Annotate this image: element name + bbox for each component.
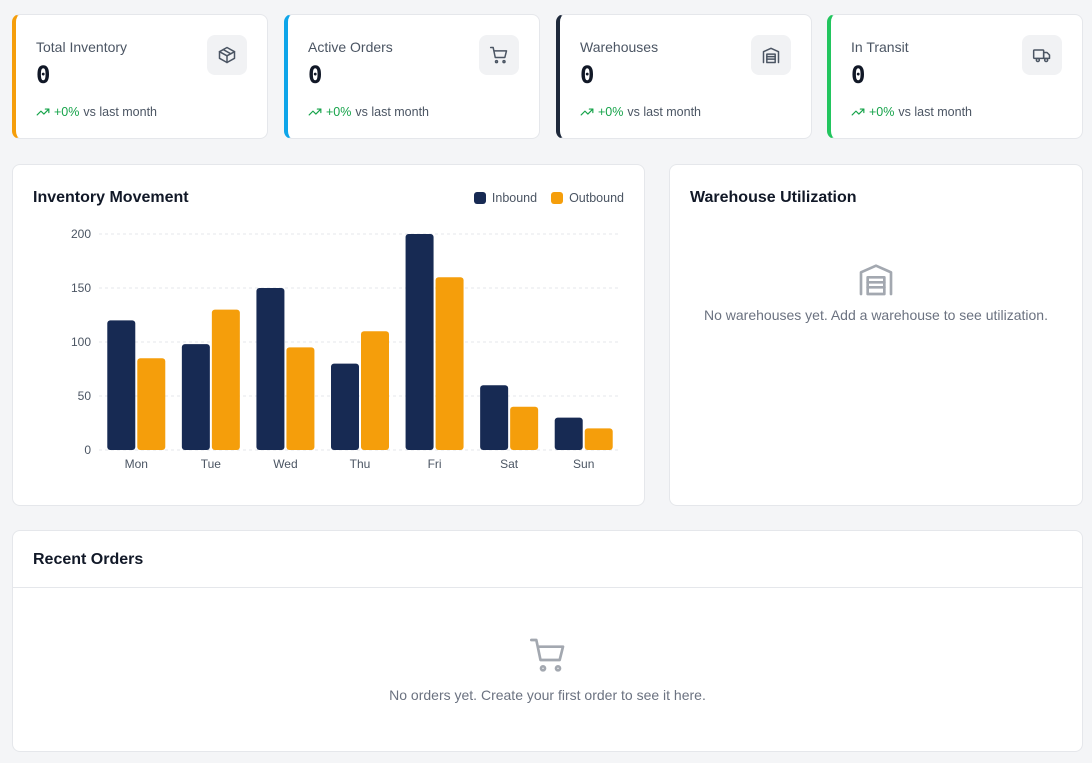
chart-legend: Inbound Outbound xyxy=(473,191,624,205)
empty-state-text: No orders yet. Create your first order t… xyxy=(389,687,706,703)
stat-card-warehouses: Warehouses 0 +0% vs last month xyxy=(556,14,812,139)
stat-value: 0 xyxy=(36,61,51,89)
panel-title: Inventory Movement xyxy=(33,189,189,206)
stat-trend: +0% vs last month xyxy=(851,105,972,119)
x-tick-label: Wed xyxy=(273,457,297,471)
stat-value: 0 xyxy=(851,61,866,89)
trend-suffix: vs last month xyxy=(627,105,702,119)
y-tick-label: 200 xyxy=(71,227,91,241)
bar-outbound xyxy=(361,331,389,450)
bar-outbound xyxy=(510,406,539,450)
legend-item-inbound[interactable]: Inbound xyxy=(473,191,538,205)
legend-label: Outbound xyxy=(569,191,624,205)
bar-inbound xyxy=(480,385,509,450)
stat-trend: +0% vs last month xyxy=(36,105,157,119)
trend-value: +0% xyxy=(54,105,80,119)
y-tick-label: 150 xyxy=(71,281,91,295)
bar-inbound xyxy=(107,320,136,450)
bar-inbound xyxy=(181,344,210,450)
panel-title: Warehouse Utilization xyxy=(690,189,857,206)
utilization-empty-state: No warehouses yet. Add a warehouse to se… xyxy=(670,259,1082,323)
stat-trend: +0% vs last month xyxy=(580,105,701,119)
legend-swatch-inbound xyxy=(473,192,486,204)
bar-outbound xyxy=(584,428,613,450)
trend-suffix: vs last month xyxy=(898,105,973,119)
legend-item-outbound[interactable]: Outbound xyxy=(551,191,624,205)
panel-divider xyxy=(13,587,1082,588)
bar-inbound xyxy=(256,288,285,450)
bar-inbound xyxy=(405,234,434,450)
recent-orders-panel: Recent Orders No orders yet. Create your… xyxy=(12,530,1083,752)
trend-value: +0% xyxy=(598,105,624,119)
y-tick-label: 50 xyxy=(78,389,92,403)
warehouse-icon xyxy=(859,264,893,296)
inventory-movement-panel: Inventory Movement Inbound Outbound 0 50 1… xyxy=(12,164,645,506)
stat-card-total-inventory: Total Inventory 0 +0% vs last month xyxy=(12,14,268,139)
trending-up-icon xyxy=(851,108,865,116)
x-tick-label: Thu xyxy=(350,457,371,471)
cart-icon xyxy=(529,638,564,672)
stat-label: In Transit xyxy=(851,39,909,55)
bar-outbound xyxy=(435,277,464,450)
x-tick-label: Mon xyxy=(125,457,148,471)
trend-value: +0% xyxy=(326,105,352,119)
panel-title: Recent Orders xyxy=(33,551,144,568)
stat-label: Total Inventory xyxy=(36,39,128,55)
stat-icon-box xyxy=(751,35,791,75)
trend-suffix: vs last month xyxy=(355,105,430,119)
x-tick-label: Sun xyxy=(573,457,594,471)
y-tick-label: 0 xyxy=(84,443,91,457)
stat-value: 0 xyxy=(308,61,323,89)
x-tick-label: Sat xyxy=(500,457,519,471)
x-tick-label: Tue xyxy=(201,457,222,471)
x-tick-label: Fri xyxy=(428,457,442,471)
bar-inbound xyxy=(554,417,583,450)
warehouse-utilization-panel: Warehouse Utilization No warehouses yet.… xyxy=(669,164,1083,506)
stat-card-in-transit: In Transit 0 +0% vs last month xyxy=(827,14,1083,139)
bar-outbound xyxy=(211,309,240,450)
empty-state-text: No warehouses yet. Add a warehouse to se… xyxy=(704,307,1048,323)
stat-icon-box xyxy=(479,35,519,75)
trending-up-icon xyxy=(36,108,50,116)
bar-outbound xyxy=(286,347,315,450)
stat-trend: +0% vs last month xyxy=(308,105,429,119)
trending-up-icon xyxy=(580,108,594,116)
box-icon xyxy=(218,46,236,64)
stat-label: Active Orders xyxy=(308,39,393,55)
stat-icon-box xyxy=(207,35,247,75)
trend-value: +0% xyxy=(869,105,895,119)
stat-card-active-orders: Active Orders 0 +0% vs last month xyxy=(284,14,540,139)
inventory-movement-chart: 0 50 100 150 200 Mon Tue Wed Thu Fri Sat Sun xyxy=(71,227,621,471)
cart-icon xyxy=(489,46,508,64)
warehouse-icon xyxy=(762,47,780,64)
bar-inbound xyxy=(331,363,359,450)
legend-label: Inbound xyxy=(491,191,538,205)
stat-value: 0 xyxy=(580,61,595,89)
legend-swatch-outbound xyxy=(551,192,564,204)
stat-icon-box xyxy=(1022,35,1062,75)
stat-label: Warehouses xyxy=(580,39,659,55)
trend-suffix: vs last month xyxy=(83,105,158,119)
orders-empty-state: No orders yet. Create your first order t… xyxy=(13,635,1082,703)
bar-outbound xyxy=(137,358,166,450)
y-tick-label: 100 xyxy=(71,335,91,349)
trending-up-icon xyxy=(308,108,322,116)
truck-icon xyxy=(1032,49,1051,63)
